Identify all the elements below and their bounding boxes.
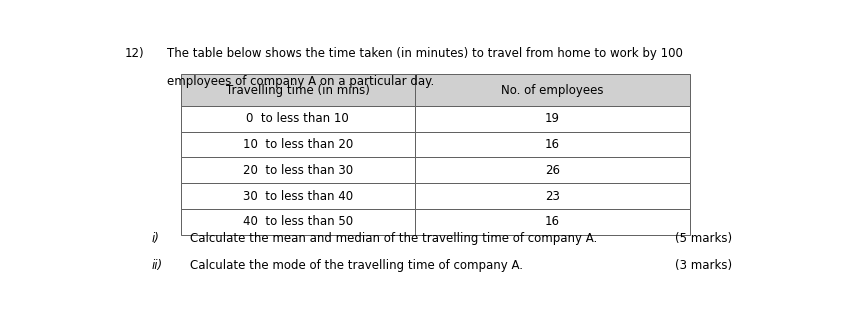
- Text: 19: 19: [545, 112, 560, 125]
- Text: 40  to less than 50: 40 to less than 50: [243, 215, 352, 228]
- Bar: [180, 74, 415, 106]
- Bar: [415, 106, 690, 132]
- Text: No. of employees: No. of employees: [502, 83, 604, 96]
- Bar: [415, 132, 690, 158]
- Text: 26: 26: [545, 164, 560, 177]
- Text: (5 marks): (5 marks): [675, 232, 733, 245]
- Text: ii): ii): [151, 260, 162, 273]
- Text: 0  to less than 10: 0 to less than 10: [246, 112, 349, 125]
- Bar: [180, 158, 415, 183]
- Bar: [180, 106, 415, 132]
- Text: 30  to less than 40: 30 to less than 40: [243, 189, 352, 202]
- Text: Calculate the mode of the travelling time of company A.: Calculate the mode of the travelling tim…: [191, 260, 524, 273]
- Text: 20  to less than 30: 20 to less than 30: [243, 164, 352, 177]
- Text: 10  to less than 20: 10 to less than 20: [243, 138, 353, 151]
- Text: The table below shows the time taken (in minutes) to travel from home to work by: The table below shows the time taken (in…: [168, 47, 684, 60]
- Text: employees of company A on a particular day.: employees of company A on a particular d…: [168, 75, 435, 88]
- Text: 16: 16: [545, 138, 560, 151]
- Bar: [415, 183, 690, 209]
- Text: 23: 23: [545, 189, 560, 202]
- Bar: [180, 132, 415, 158]
- Text: 16: 16: [545, 215, 560, 228]
- Bar: [415, 158, 690, 183]
- Text: Calculate the mean and median of the travelling time of company A.: Calculate the mean and median of the tra…: [191, 232, 598, 245]
- Bar: [180, 209, 415, 235]
- Text: (3 marks): (3 marks): [675, 260, 733, 273]
- Bar: [415, 209, 690, 235]
- Bar: [180, 183, 415, 209]
- Bar: [415, 74, 690, 106]
- Text: 12): 12): [125, 47, 145, 60]
- Text: i): i): [151, 232, 159, 245]
- Text: Travelling time (in mins): Travelling time (in mins): [226, 83, 369, 96]
